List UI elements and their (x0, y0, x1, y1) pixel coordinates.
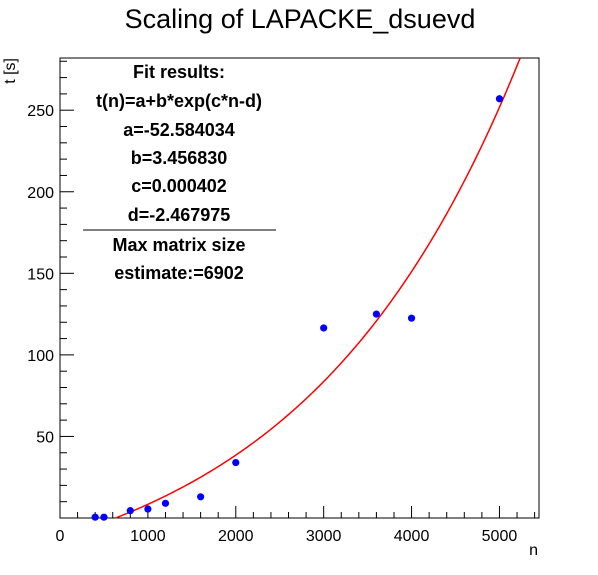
x-tick-label: 2000 (218, 528, 254, 545)
y-tick-label: 200 (27, 185, 54, 202)
fit-param-c: c=0.000402 (131, 176, 227, 196)
fit-param-a: a=-52.584034 (123, 120, 235, 140)
x-tick-label: 4000 (394, 528, 430, 545)
max-size-label: Max matrix size (112, 235, 245, 255)
fit-results-box: Fit results: t(n)=a+b*exp(c*n-d) a=-52.5… (83, 62, 276, 283)
x-tick-label: 3000 (306, 528, 342, 545)
fit-param-d: d=-2.467975 (128, 205, 231, 225)
fit-results-header: Fit results: (133, 62, 225, 82)
plot-frame (59, 57, 540, 519)
fit-curve-layer (115, 57, 521, 519)
y-axis-label: t [s] (2, 58, 19, 84)
y-tick-label: 150 (27, 266, 54, 283)
chart-title: Scaling of LAPACKE_dsuevd (125, 4, 476, 34)
data-point (495, 95, 504, 103)
data-point (144, 505, 152, 513)
data-point (100, 513, 108, 521)
fit-param-b: b=3.456830 (131, 148, 228, 168)
y-tick-label: 250 (27, 103, 54, 120)
x-tick-labels: 0 1000 2000 3000 4000 5000 (56, 528, 518, 545)
fit-formula: t(n)=a+b*exp(c*n-d) (96, 91, 262, 111)
data-points-layer (91, 95, 504, 521)
max-size-estimate: estimate:=6902 (114, 263, 244, 283)
y-tick-label: 50 (36, 429, 54, 446)
data-point (197, 493, 205, 501)
data-point (232, 458, 240, 467)
x-axis-label: n (529, 542, 538, 559)
data-point (407, 314, 416, 322)
data-point (91, 513, 99, 521)
x-tick-label: 5000 (482, 528, 518, 545)
x-tick-label: 1000 (130, 528, 166, 545)
y-tick-labels: 50 100 150 200 250 (27, 103, 54, 446)
data-point (372, 310, 381, 318)
data-point (320, 324, 328, 332)
data-point (161, 499, 170, 507)
x-tick-label: 0 (56, 528, 65, 545)
data-point (126, 507, 134, 515)
y-tick-label: 100 (27, 348, 54, 365)
fit-curve (115, 57, 521, 519)
